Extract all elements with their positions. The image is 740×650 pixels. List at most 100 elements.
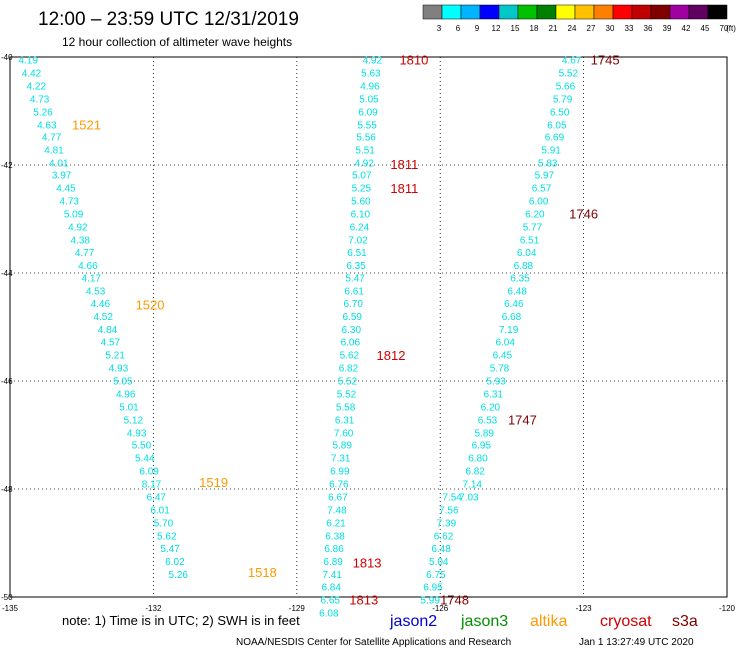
y-tick-label: -44 <box>1 269 13 278</box>
x-tick-label: -123 <box>576 604 593 613</box>
wave-height-value: 4.93 <box>127 428 147 439</box>
wave-height-value: 5.47 <box>345 273 365 284</box>
wave-height-value: 6.76 <box>329 480 349 491</box>
wave-height-value: 5.99 <box>420 596 440 607</box>
scale-label: 45 <box>701 24 710 33</box>
scale-label: 42 <box>682 24 691 33</box>
wave-height-value: 5.44 <box>135 454 155 465</box>
wave-height-value: 6.57 <box>532 184 552 195</box>
time-label: 1810 <box>399 53 428 68</box>
wave-height-value: 6.46 <box>504 299 524 310</box>
wave-height-value: 4.17 <box>82 273 102 284</box>
time-label: 1518 <box>248 565 277 580</box>
wave-height-value: 4.92 <box>68 223 88 234</box>
scale-swatch <box>631 4 652 20</box>
wave-height-value: 6.95 <box>472 441 492 452</box>
scale-swatch <box>422 4 443 20</box>
scale-swatch <box>574 4 595 20</box>
wave-height-value: 6.86 <box>324 544 344 555</box>
footer-credit: NOAA/NESDIS Center for Satellite Applica… <box>236 637 511 648</box>
wave-height-value: 6.80 <box>468 454 488 465</box>
wave-height-value: 6.21 <box>326 518 346 529</box>
scale-label: 9 <box>475 24 480 33</box>
data-points: 4.194.424.224.735.264.634.774.814.013.97… <box>18 53 619 620</box>
scale-label: 33 <box>625 24 634 33</box>
wave-height-value: 6.01 <box>150 506 170 517</box>
wave-height-value: 6.47 <box>147 493 167 504</box>
wave-height-value: 7.39 <box>437 518 457 529</box>
satellite-label-s3a: s3a <box>672 613 698 630</box>
wave-height-value: 5.05 <box>359 95 379 106</box>
y-tick-label: -42 <box>1 161 13 170</box>
satellite-label-jason3: jason3 <box>460 613 508 630</box>
track-altika: 4.194.424.224.735.264.634.774.814.013.97… <box>18 56 276 581</box>
wave-height-value: 5.63 <box>361 69 381 80</box>
wave-height-value: 6.38 <box>325 531 345 542</box>
scale-swatch <box>479 4 500 20</box>
wave-height-value: 5.47 <box>160 544 180 555</box>
scale-swatch <box>669 4 690 20</box>
scale-label: 70 <box>720 24 729 33</box>
wave-height-value: 7.60 <box>334 428 354 439</box>
wave-height-value: 7.56 <box>439 506 459 517</box>
wave-height-value: 5.70 <box>154 518 174 529</box>
wave-height-value: 7.31 <box>331 454 351 465</box>
wave-height-value: 4.96 <box>116 389 136 400</box>
wave-height-value: 5.26 <box>169 570 189 581</box>
wave-height-value: 4.84 <box>98 325 118 336</box>
time-label: 1520 <box>136 297 165 312</box>
scale-label: 3 <box>437 24 442 33</box>
wave-height-value: 5.89 <box>474 428 494 439</box>
wave-height-value: 6.09 <box>139 467 159 478</box>
wave-height-value: 6.24 <box>350 223 370 234</box>
wave-height-value: 5.62 <box>157 531 177 542</box>
wave-height-value: 6.20 <box>481 402 501 413</box>
time-label: 1811 <box>390 181 418 196</box>
scale-swatch <box>593 4 614 20</box>
wave-height-value: 6.59 <box>343 312 363 323</box>
wave-height-value: 4.92 <box>354 158 374 169</box>
wave-height-value: 7.14 <box>462 480 482 491</box>
wave-height-value: 5.09 <box>64 210 84 221</box>
wave-height-value: 4.77 <box>42 132 62 143</box>
wave-height-value: 4.01 <box>49 158 69 169</box>
wave-height-value: 6.30 <box>342 325 362 336</box>
scale-label: 18 <box>530 24 539 33</box>
wave-height-value: 6.31 <box>484 389 504 400</box>
plot-frame <box>9 56 728 598</box>
wave-height-value: 6.48 <box>431 544 451 555</box>
scale-swatch <box>536 4 557 20</box>
wave-height-value: 4.52 <box>93 312 113 323</box>
scale-label: 27 <box>587 24 596 33</box>
time-label: 1748 <box>440 593 469 608</box>
wave-height-value: 6.02 <box>165 557 185 568</box>
track-cryosat-b: 7.54 7.567.39 6.62 6.48 5.04 6.75 6.95 5.99 <box>420 493 462 607</box>
wave-height-value: 4.96 <box>360 82 380 93</box>
x-tick-label: -129 <box>289 604 306 613</box>
axis-ticks: -135 -132 -129 -126 -123 -120 -40 -42 -44 -46 -48 -… <box>1 53 736 613</box>
time-label: 1811 <box>390 157 418 172</box>
wave-height-value: 6.62 <box>434 531 454 542</box>
wave-height-value: 6.67 <box>328 493 348 504</box>
wave-height-value: 6.10 <box>351 210 371 221</box>
wave-height-value: 6.95 <box>423 583 443 594</box>
scale-label: 36 <box>644 24 653 33</box>
wave-height-value: 4.53 <box>86 286 106 297</box>
x-tick-label: -135 <box>2 604 19 613</box>
scale-swatch <box>688 4 709 20</box>
scale-swatch <box>441 4 462 20</box>
y-tick-label: -48 <box>1 485 13 494</box>
scale-label: 24 <box>568 24 577 33</box>
wave-height-value: 4.19 <box>18 56 38 67</box>
wave-height-value: 6.70 <box>343 299 363 310</box>
wave-height-value: 5.66 <box>556 82 576 93</box>
wave-height-value: 5.93 <box>486 376 506 387</box>
wave-height-value: 5.50 <box>132 441 152 452</box>
wave-height-value: 6.35 <box>510 273 530 284</box>
wave-height-value: 7.48 <box>327 506 347 517</box>
wave-height-value: 5.79 <box>553 95 573 106</box>
wave-height-value: 6.89 <box>323 557 343 568</box>
wave-height-value: 5.83 <box>538 158 558 169</box>
wave-height-value: 7.19 <box>499 325 519 336</box>
